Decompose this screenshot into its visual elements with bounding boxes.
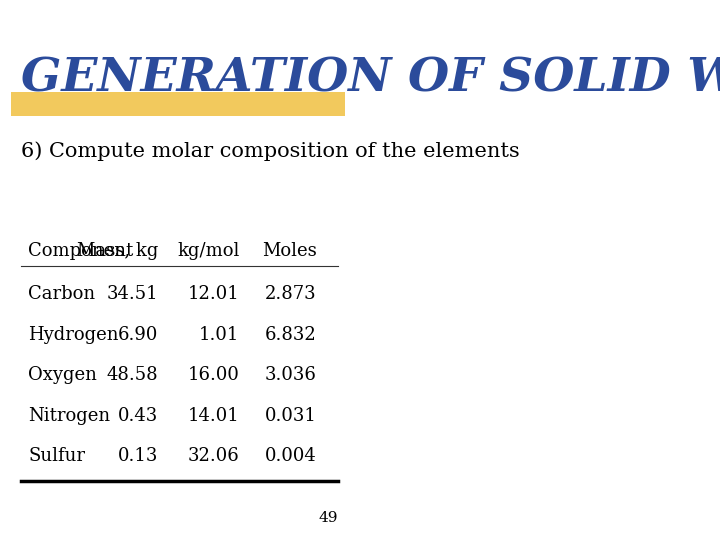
FancyBboxPatch shape	[11, 92, 345, 116]
Text: 49: 49	[318, 511, 338, 525]
Text: Mass, kg: Mass, kg	[77, 242, 158, 260]
Text: 12.01: 12.01	[188, 285, 240, 303]
Text: 32.06: 32.06	[188, 447, 240, 465]
Text: 0.43: 0.43	[118, 407, 158, 425]
Text: 3.036: 3.036	[265, 366, 317, 384]
Text: Sulfur: Sulfur	[28, 447, 85, 465]
Text: GENERATION OF SOLID WASTES: GENERATION OF SOLID WASTES	[21, 55, 720, 102]
Text: 34.51: 34.51	[107, 285, 158, 303]
Text: 6) Compute molar composition of the elements: 6) Compute molar composition of the elem…	[21, 141, 520, 161]
Text: 2.873: 2.873	[265, 285, 317, 303]
Text: 48.58: 48.58	[107, 366, 158, 384]
Text: 6.90: 6.90	[118, 326, 158, 344]
Text: Component: Component	[28, 242, 133, 260]
Text: 0.004: 0.004	[265, 447, 317, 465]
Text: Nitrogen: Nitrogen	[28, 407, 110, 425]
Text: Carbon: Carbon	[28, 285, 95, 303]
Text: Oxygen: Oxygen	[28, 366, 97, 384]
Text: 16.00: 16.00	[188, 366, 240, 384]
Text: Hydrogen: Hydrogen	[28, 326, 119, 344]
Text: 1.01: 1.01	[199, 326, 240, 344]
Text: 6.832: 6.832	[265, 326, 317, 344]
Text: 0.13: 0.13	[118, 447, 158, 465]
Text: kg/mol: kg/mol	[177, 242, 240, 260]
Text: 14.01: 14.01	[188, 407, 240, 425]
Text: Moles: Moles	[262, 242, 317, 260]
Text: 0.031: 0.031	[265, 407, 317, 425]
